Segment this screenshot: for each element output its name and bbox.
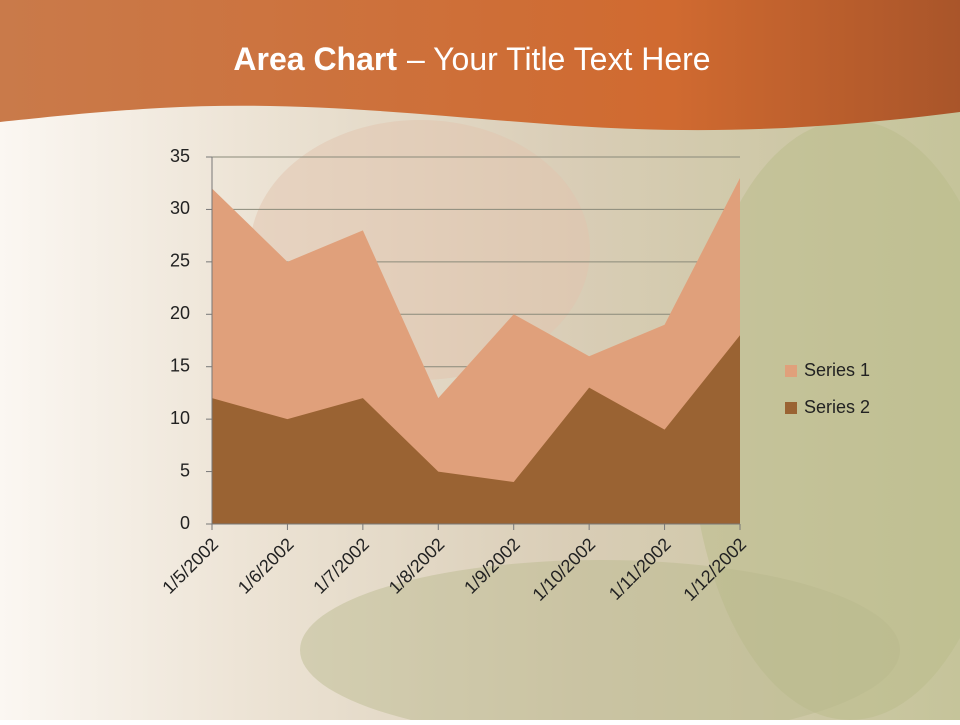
y-tick-label: 25: [170, 251, 190, 271]
area: [212, 335, 740, 524]
slide-title: Area Chart – Your Title Text Here: [233, 41, 710, 77]
legend-swatch: [785, 365, 797, 377]
legend-swatch: [785, 402, 797, 414]
y-tick-label: 5: [180, 460, 190, 480]
legend-label: Series 1: [804, 360, 870, 380]
legend-label: Series 2: [804, 397, 870, 417]
y-tick-label: 30: [170, 198, 190, 218]
y-tick-label: 35: [170, 146, 190, 166]
y-tick-label: 15: [170, 355, 190, 375]
y-tick-label: 0: [180, 513, 190, 533]
photo-leaves: [300, 560, 900, 725]
header-band: [0, 0, 960, 131]
y-tick-label: 20: [170, 303, 190, 323]
photo-leaves: [690, 120, 960, 720]
title-rest: – Your Title Text Here: [407, 41, 711, 77]
title-bold: Area Chart: [233, 41, 397, 77]
y-tick-label: 10: [170, 408, 190, 428]
